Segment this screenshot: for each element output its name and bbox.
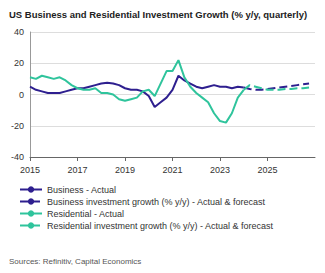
svg-text:0: 0 <box>19 90 24 100</box>
svg-text:-40: -40 <box>11 152 24 162</box>
svg-text:40: 40 <box>14 27 24 37</box>
svg-text:2017: 2017 <box>67 165 87 175</box>
svg-text:-20: -20 <box>11 121 24 131</box>
svg-text:20: 20 <box>14 58 24 68</box>
svg-text:2023: 2023 <box>210 165 230 175</box>
svg-text:Residential investment growth: Residential investment growth (% y/y) - … <box>47 221 274 231</box>
svg-text:Residential - Actual: Residential - Actual <box>47 209 124 219</box>
svg-text:Business investment growth (%: Business investment growth (% y/y) - Act… <box>47 197 266 207</box>
svg-text:Business - Actual: Business - Actual <box>47 185 116 195</box>
svg-text:2021: 2021 <box>162 165 182 175</box>
svg-text:Sources: Refinitiv, Capital Ec: Sources: Refinitiv, Capital Economics <box>9 257 141 266</box>
svg-text:2025: 2025 <box>257 165 277 175</box>
svg-text:2019: 2019 <box>115 165 135 175</box>
svg-text:2015: 2015 <box>20 165 40 175</box>
svg-text:US Business and Residential In: US Business and Residential Investment G… <box>9 9 307 20</box>
